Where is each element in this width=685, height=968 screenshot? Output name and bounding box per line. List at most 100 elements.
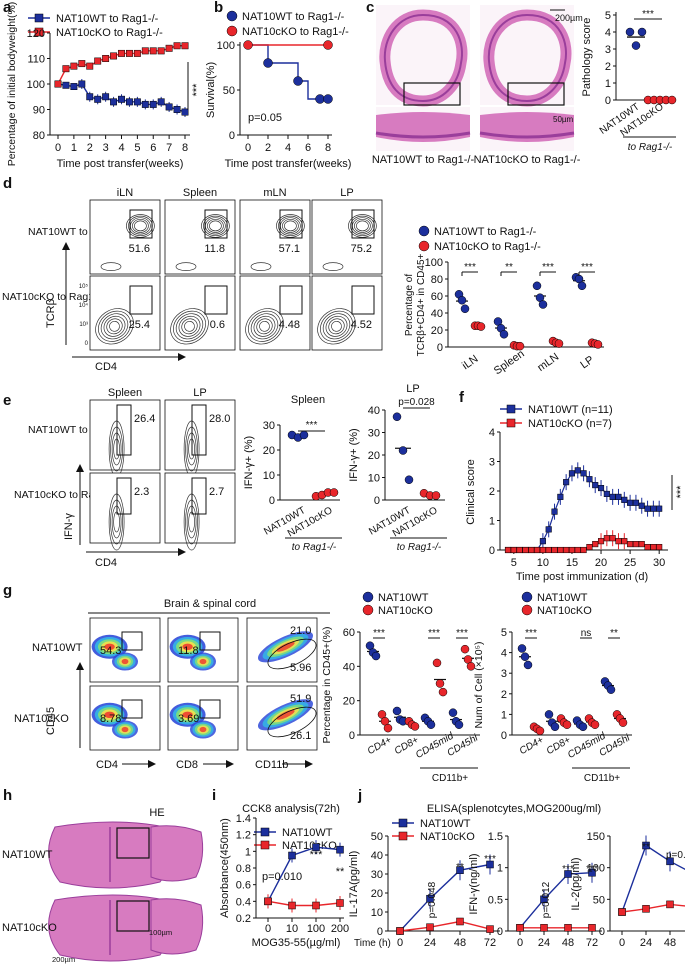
d-flow-cko-gate <box>351 285 375 315</box>
a-ytick-label: 100 <box>27 79 45 91</box>
d-sig: *** <box>542 262 554 273</box>
contour-ring <box>276 214 305 238</box>
f-data-point <box>603 535 610 542</box>
g-value-wt: 54.3 <box>100 645 121 657</box>
legend-marker <box>260 840 270 850</box>
f-data-point <box>534 546 541 554</box>
g-sig: *** <box>373 628 385 639</box>
j-1-ytick-label: 1 <box>497 863 503 875</box>
e-lp-ytick-label: 10 <box>368 473 380 485</box>
i-data-point <box>312 901 320 910</box>
f-data-point <box>586 476 593 483</box>
f-ytick-label: 3 <box>489 457 495 469</box>
g-legend-marker <box>362 604 374 616</box>
g-data-point <box>466 662 476 671</box>
d-legend-label: NAT10WT to Rag1-/- <box>434 226 537 238</box>
density-blob <box>104 643 115 650</box>
a-data-point <box>149 47 157 55</box>
e-data-point <box>431 491 441 500</box>
g-cd11b-label: CD11b+ <box>584 773 620 784</box>
g-chart2-ytick-label: 0 <box>501 730 507 742</box>
i-series-line <box>267 900 341 907</box>
d-flow-cko-contours <box>95 308 134 345</box>
d-flow-cko-gate <box>279 285 303 315</box>
i-xtick-label: 100 <box>307 923 325 935</box>
contour-ring <box>317 308 356 345</box>
g-flow-cd4-gate <box>121 631 143 651</box>
d-sig: *** <box>464 262 476 273</box>
g-legend-marker2 <box>521 591 533 603</box>
a-xtick-label: 0 <box>55 142 61 154</box>
i-ytick-label: 1 <box>245 846 251 858</box>
j-ylabel: IL-17A(pg/ml) <box>348 851 360 918</box>
legend-label: NAT10cKO <box>282 840 337 852</box>
f-data-point <box>516 546 523 554</box>
d-flow-wt-frame <box>164 199 236 275</box>
g-data-point <box>578 722 588 732</box>
f-data-point <box>627 541 634 548</box>
panel-label-b: b <box>214 0 223 16</box>
d-flow-cko-gate <box>129 285 153 315</box>
contour-ring <box>253 315 276 337</box>
e-spleen-ytick-label: 20 <box>263 445 275 457</box>
b-xtick-label: 0 <box>245 142 251 154</box>
g-value-cko: 51.9 <box>290 693 311 705</box>
d-category-label: mLN <box>535 351 561 374</box>
g-axis-x: CD8 <box>176 759 198 771</box>
b-legend-label: NAT10WT to Rag1-/- <box>242 11 345 23</box>
f-ytick-label: 4 <box>489 427 495 439</box>
contour-ring <box>256 318 273 335</box>
a-data-point <box>110 52 118 60</box>
d-data-point <box>554 339 564 348</box>
g-value-cko: 26.1 <box>290 730 311 742</box>
a-data-point <box>181 42 189 50</box>
a-data-point <box>157 47 165 55</box>
j-xtick-label: 24 <box>424 937 436 949</box>
i-pvalue: p=0.010 <box>262 871 302 883</box>
i-data-point <box>312 843 320 851</box>
contour-ring <box>170 308 209 345</box>
f-data-point <box>574 546 581 554</box>
g-data-point <box>448 708 458 717</box>
g-axis-x: CD11b <box>255 759 288 771</box>
g-sig: ns <box>581 628 592 639</box>
e-flow-wt-frame <box>164 399 236 471</box>
contour-ring <box>184 320 195 332</box>
j-2-ytick-label: 50 <box>593 894 605 906</box>
d-flow-cko-value: 4.48 <box>279 319 300 331</box>
panel-label-f: f <box>459 389 465 406</box>
d-col-title: LP <box>340 187 353 199</box>
d-flow-wt-value: 11.8 <box>204 243 225 255</box>
e-lp-ytick-label: 0 <box>374 495 380 507</box>
g-axis-x: CD4 <box>96 759 118 771</box>
g-value-cko: 8.78 <box>100 713 121 725</box>
c-scale-top: 200µm <box>555 13 583 23</box>
j-pvalue: p=0.048 <box>427 881 438 918</box>
e-axis-x: CD4 <box>95 557 117 569</box>
d-ytick-label: 60 <box>431 291 443 303</box>
panel-label-g: g <box>3 582 12 599</box>
a-data-point <box>133 98 141 106</box>
panel-label-d: d <box>3 175 12 192</box>
g-yarrow-head <box>76 662 84 670</box>
a-xtick-label: 2 <box>87 142 93 154</box>
a-data-point <box>94 57 102 65</box>
a-xtick-label: 8 <box>182 142 188 154</box>
density-blob <box>199 726 207 733</box>
f-data-point <box>603 490 610 497</box>
contour-ring <box>178 315 201 337</box>
g-data-point <box>432 658 442 668</box>
h-scale-left: 200µm <box>52 955 75 964</box>
f-data-point <box>539 546 546 554</box>
g-legend-label: NAT10WT <box>378 592 429 604</box>
j-data-point <box>516 924 524 932</box>
e-flow-cko-gate <box>116 477 132 515</box>
g-data-point <box>544 710 554 719</box>
g-chart1-ytick-label: 60 <box>343 627 355 639</box>
i-ytick-label: 0.6 <box>236 880 251 892</box>
contour-ring <box>259 320 270 332</box>
j-pvalue: p=0.039 <box>666 850 685 861</box>
d-axis-tick: 10⁵ <box>79 283 89 290</box>
g-data-point <box>523 660 533 670</box>
